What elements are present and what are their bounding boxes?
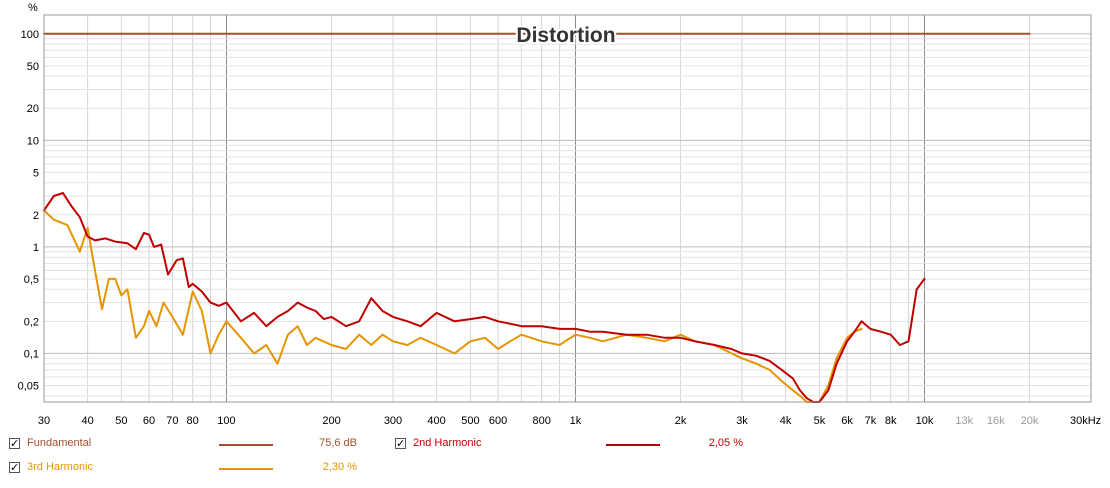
y-tick-label: 0,1 bbox=[24, 348, 39, 360]
legend-swatch-3rd-harmonic bbox=[219, 468, 273, 470]
y-tick-label: 1 bbox=[33, 242, 39, 254]
x-tick-label: 60 bbox=[143, 415, 155, 427]
x-tick-label: 30 bbox=[38, 415, 50, 427]
chart-title: Distortion bbox=[516, 24, 615, 47]
x-tick-label: 500 bbox=[461, 415, 479, 427]
legend-value-3rd-harmonic: 2,30 % bbox=[322, 461, 357, 473]
y-tick-label: 0,5 bbox=[24, 274, 39, 286]
grid bbox=[43, 15, 1092, 402]
y-tick-label: 20 bbox=[27, 103, 39, 115]
x-unit-label: 30kHz bbox=[1070, 415, 1101, 427]
x-tick-label: 5k bbox=[814, 415, 826, 427]
legend-value-fundamental: 75,6 dB bbox=[319, 437, 357, 449]
x-tick-label: 800 bbox=[532, 415, 550, 427]
y-tick-label: 2 bbox=[33, 210, 39, 222]
x-tick-label: 50 bbox=[115, 415, 127, 427]
x-tick-label: 100 bbox=[217, 415, 235, 427]
legend-name-3rd-harmonic: 3rd Harmonic bbox=[27, 461, 94, 473]
x-tick-label: 300 bbox=[384, 415, 402, 427]
3rd-harmonic-checkbox[interactable]: ✓ bbox=[9, 462, 20, 474]
x-tick-label: 7k bbox=[865, 415, 877, 427]
legend-name-fundamental: Fundamental bbox=[27, 437, 92, 449]
y-unit-label: % bbox=[28, 2, 38, 14]
plot-frame bbox=[43, 14, 1092, 403]
x-tick-label: 600 bbox=[489, 415, 507, 427]
y-tick-label: 10 bbox=[27, 135, 39, 147]
x-tick-label: 40 bbox=[81, 415, 93, 427]
legend-name-2nd-harmonic: 2nd Harmonic bbox=[413, 437, 482, 449]
x-tick-label: 1k bbox=[570, 415, 582, 427]
x-tick-label: 13k bbox=[955, 415, 973, 427]
x-tick-label: 200 bbox=[322, 415, 340, 427]
legend-swatch-fundamental bbox=[219, 444, 273, 446]
x-tick-label: 4k bbox=[780, 415, 792, 427]
x-tick-label: 10k bbox=[916, 415, 934, 427]
y-tick-label: 5 bbox=[33, 167, 39, 179]
legend-swatch-2nd-harmonic bbox=[606, 444, 660, 446]
legend-value-2nd-harmonic: 2,05 % bbox=[708, 437, 743, 449]
series-line-3rd-harmonic bbox=[43, 209, 863, 403]
x-tick-label: 400 bbox=[427, 415, 445, 427]
x-tick-label: 3k bbox=[736, 415, 748, 427]
2nd-harmonic-checkbox[interactable]: ✓ bbox=[395, 438, 406, 450]
y-tick-label: 0,05 bbox=[18, 380, 39, 392]
x-tick-label: 20k bbox=[1021, 415, 1039, 427]
tick-labels: 30 40 50 60 70 80 100 200 300 400 500 600 800 1k 2k 3k 4… bbox=[18, 29, 1039, 427]
x-tick-label: 80 bbox=[187, 415, 199, 427]
y-tick-label: 0,2 bbox=[24, 316, 39, 328]
series-group bbox=[43, 32, 1031, 403]
fundamental-checkbox[interactable]: ✓ bbox=[9, 438, 20, 450]
x-tick-label: 2k bbox=[675, 415, 687, 427]
x-tick-label: 6k bbox=[841, 415, 853, 427]
x-tick-label: 8k bbox=[885, 415, 897, 427]
y-tick-label: 50 bbox=[27, 61, 39, 73]
x-tick-label: 70 bbox=[166, 415, 178, 427]
y-tick-label: 100 bbox=[21, 29, 39, 41]
series-line-2nd-harmonic bbox=[43, 192, 926, 403]
x-tick-label: 16k bbox=[987, 415, 1005, 427]
